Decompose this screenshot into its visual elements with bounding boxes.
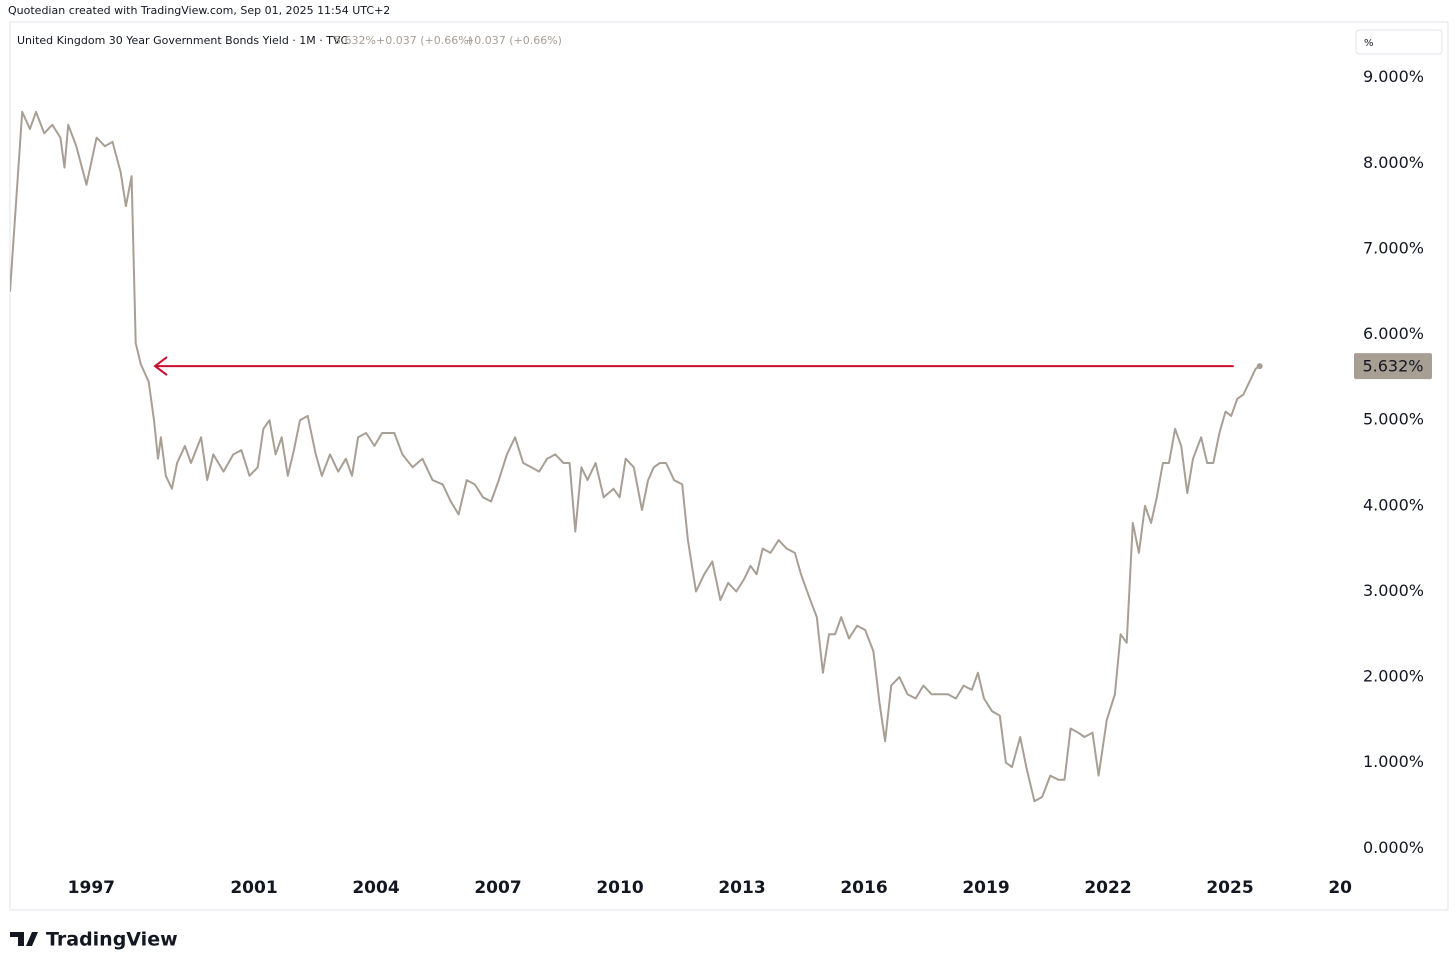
x-tick-label: 2019 — [962, 878, 1009, 898]
x-tick-label: 2028 — [1328, 878, 1375, 898]
logo: TradingView — [10, 929, 178, 951]
y-tick-label: 7.000% — [1363, 238, 1424, 257]
y-tick-label: 4.000% — [1363, 495, 1424, 514]
legend-price: 5.632% — [334, 34, 376, 47]
logo-text: TradingView — [46, 929, 178, 951]
y-tick-label: 9.000% — [1363, 67, 1424, 86]
price-label-box — [1354, 353, 1432, 380]
x-tick-label: 2010 — [596, 878, 643, 898]
y-tick-label: 8.000% — [1363, 153, 1424, 172]
x-tick-label: 2013 — [718, 878, 765, 898]
chart-frame — [9, 21, 1449, 911]
header: Quotedian created with TradingView.com, … — [8, 4, 390, 17]
y-tick-label: 1.000% — [1363, 752, 1424, 771]
annotation-arrowhead — [153, 356, 168, 376]
plot-area: 1997 2001 2004 2007 2010 2013 2016 2019 2022 2025… — [10, 110, 1375, 898]
price-label: 5.632% — [1362, 357, 1423, 376]
last-point — [1256, 363, 1263, 370]
x-tick-label: 2022 — [1084, 878, 1131, 898]
x-tick-label: 2001 — [230, 878, 277, 898]
x-tick-label: 2007 — [474, 878, 521, 898]
y-tick-label: 0.000% — [1363, 838, 1424, 857]
y-tick-label: 3.000% — [1363, 581, 1424, 600]
x-tick-label: 1997 — [68, 878, 115, 898]
x-tick-label: 2016 — [840, 878, 887, 898]
legend-change: +0.037 (+0.66%) — [376, 34, 473, 47]
series-line — [10, 110, 1261, 803]
x-tick-label: 2025 — [1206, 878, 1253, 898]
y-tick-label: 5.000% — [1363, 410, 1424, 429]
unit-button-label[interactable]: % — [1364, 38, 1374, 49]
y-tick-label: 6.000% — [1363, 324, 1424, 343]
unit-button[interactable] — [1355, 29, 1443, 55]
x-tick-label: 2004 — [352, 878, 399, 898]
legend-change: +0.037 (+0.66%) — [465, 34, 562, 47]
legend-symbol: United Kingdom 30 Year Government Bonds … — [17, 34, 349, 47]
y-tick-label: 2.000% — [1363, 667, 1424, 686]
